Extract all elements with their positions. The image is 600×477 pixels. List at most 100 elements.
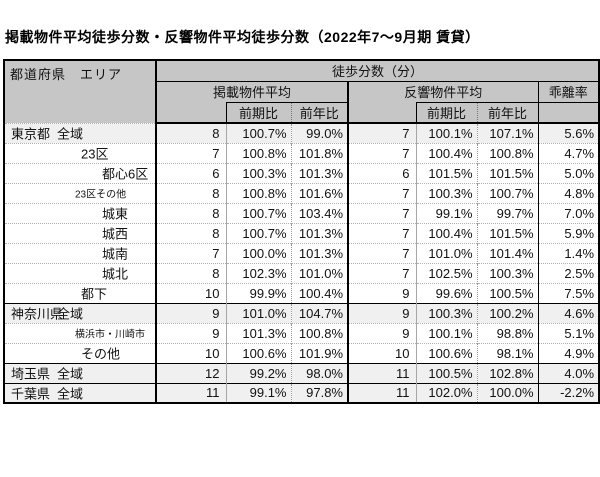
listed-prev-year-cell: 99.0% (290, 122, 348, 143)
walk-minutes-table: 都道府県 エリア 徒歩分数（分） 掲載物件平均 反響物件平均 乖離率 前期比 前… (3, 59, 600, 404)
response-prev-period-cell: 99.6% (415, 282, 477, 303)
deviation-cell: 4.7% (537, 142, 600, 163)
response-prev-year-cell: 99.7% (476, 202, 538, 223)
listed-avg-cell: 7 (155, 142, 226, 163)
table-row: 都心6区 6 100.3% 101.3% 6 101.5% 101.5% 5.0% (4, 162, 600, 183)
response-prev-year-header: 前年比 (476, 101, 538, 124)
listed-prev-year-cell: 101.3% (290, 242, 348, 263)
response-prev-period-header: 前期比 (415, 101, 477, 124)
response-prev-period-cell: 102.5% (415, 262, 477, 283)
deviation-cell: 4.8% (537, 182, 600, 203)
area-name-cell: 千葉県 全域 (4, 382, 156, 403)
deviation-rate-spacer (537, 102, 600, 124)
response-prev-year-cell: 101.5% (476, 222, 538, 243)
listed-avg-cell: 8 (155, 182, 226, 203)
listed-avg-cell: 7 (155, 242, 226, 263)
prefecture-label: 神奈川県 (11, 306, 64, 322)
response-avg-cell: 7 (347, 262, 416, 283)
area-label: 城北 (102, 266, 129, 282)
table-row: 23区その他 8 100.8% 101.6% 7 100.3% 100.7% 4.8% (4, 182, 600, 203)
table-row: 都下 10 99.9% 100.4% 9 99.6% 100.5% 7.5% (4, 282, 600, 303)
table-body: 東京都 全域 8 100.7% 99.0% 7 100.1% 107.1% 5.6% 23区 7 10… (4, 122, 600, 403)
area-name-cell: 城東 (4, 202, 156, 223)
table-row: 23区 7 100.8% 101.8% 7 100.4% 100.8% 4.7% (4, 142, 600, 163)
area-name-cell: 城北 (4, 262, 156, 283)
deviation-cell: 4.6% (537, 302, 600, 323)
deviation-cell: 4.9% (537, 342, 600, 363)
header-row-3: 前期比 前年比 前期比 前年比 (4, 101, 600, 124)
table-row: 千葉県 全域 11 99.1% 97.8% 11 102.0% 100.0% -2.2% (4, 382, 600, 403)
deviation-cell: 5.9% (537, 222, 600, 243)
listed-prev-period-cell: 100.7% (225, 222, 291, 243)
table-row: 埼玉県 全域 12 99.2% 98.0% 11 100.5% 102.8% 4.0% (4, 362, 600, 383)
deviation-cell: 7.0% (537, 202, 600, 223)
table-row: 神奈川県 全域 9 101.0% 104.7% 9 100.3% 100.2% 4.6% (4, 302, 600, 323)
response-prev-year-cell: 98.8% (476, 322, 538, 343)
listed-prev-period-cell: 99.2% (225, 362, 291, 383)
response-prev-year-cell: 101.4% (476, 242, 538, 263)
prefecture-label: 東京都 (11, 126, 51, 142)
response-avg-cell: 7 (347, 242, 416, 263)
response-prev-period-cell: 100.4% (415, 222, 477, 243)
area-name-cell: 23区その他 (4, 182, 156, 203)
response-average-spacer (347, 102, 416, 124)
response-average-header: 反響物件平均 (348, 81, 539, 102)
response-prev-year-cell: 101.5% (476, 162, 538, 183)
listed-prev-year-cell: 101.3% (290, 162, 348, 183)
listed-prev-year-cell: 101.0% (290, 262, 348, 283)
listed-avg-cell: 12 (155, 362, 226, 383)
response-prev-year-cell: 107.1% (476, 122, 538, 143)
header-row-1: 都道府県 エリア 徒歩分数（分） (4, 60, 600, 123)
area-label: 城南 (102, 246, 129, 262)
response-prev-period-cell: 100.6% (415, 342, 477, 363)
table-row: その他 10 100.6% 101.9% 10 100.6% 98.1% 4.9% (4, 342, 600, 363)
response-prev-year-cell: 100.0% (476, 382, 538, 403)
listed-prev-year-cell: 101.3% (290, 222, 348, 243)
deviation-cell: 5.1% (537, 322, 600, 343)
response-avg-cell: 7 (347, 122, 416, 143)
response-prev-period-cell: 99.1% (415, 202, 477, 223)
deviation-cell: 7.5% (537, 282, 600, 303)
listed-prev-year-cell: 100.4% (290, 282, 348, 303)
area-name-cell: 都心6区 (4, 162, 156, 183)
prefecture-label: 埼玉県 (11, 366, 51, 382)
area-name-cell: 横浜市・川崎市 (4, 322, 156, 343)
response-avg-cell: 6 (347, 162, 416, 183)
response-prev-year-cell: 100.5% (476, 282, 538, 303)
listed-prev-year-header: 前年比 (290, 101, 348, 124)
response-prev-period-cell: 100.1% (415, 122, 477, 143)
area-label: その他 (81, 346, 121, 362)
response-avg-cell: 9 (347, 282, 416, 303)
prefecture-label: 千葉県 (11, 386, 51, 402)
deviation-cell: 1.4% (537, 242, 600, 263)
area-name-cell: 東京都 全域 (4, 122, 156, 143)
response-prev-year-cell: 100.2% (476, 302, 538, 323)
area-name-cell: 都下 (4, 282, 156, 303)
area-label: 全域 (57, 386, 84, 402)
listed-prev-period-cell: 101.0% (225, 302, 291, 323)
listed-prev-year-cell: 100.8% (290, 322, 348, 343)
area-name-cell: 23区 (4, 142, 156, 163)
table-row: 東京都 全域 8 100.7% 99.0% 7 100.1% 107.1% 5.6% (4, 122, 600, 143)
listed-prev-period-cell: 100.8% (225, 182, 291, 203)
table-header: 都道府県 エリア 徒歩分数（分） 掲載物件平均 反響物件平均 乖離率 前期比 前… (4, 60, 600, 124)
table-row: 城西 8 100.7% 101.3% 7 100.4% 101.5% 5.9% (4, 222, 600, 243)
area-name-cell: 埼玉県 全域 (4, 362, 156, 383)
walk-minutes-header: 徒歩分数（分） (156, 60, 600, 82)
deviation-cell: 4.0% (537, 362, 600, 383)
response-prev-period-cell: 101.0% (415, 242, 477, 263)
listed-prev-period-header: 前期比 (225, 101, 291, 124)
listed-avg-cell: 9 (155, 302, 226, 323)
area-label: 横浜市・川崎市 (75, 329, 145, 341)
listed-prev-period-cell: 102.3% (225, 262, 291, 283)
listed-average-spacer (156, 102, 226, 124)
listed-prev-year-cell: 101.9% (290, 342, 348, 363)
response-prev-year-cell: 102.8% (476, 362, 538, 383)
listed-prev-period-cell: 99.1% (225, 382, 291, 403)
response-prev-period-cell: 102.0% (415, 382, 477, 403)
listed-avg-cell: 8 (155, 202, 226, 223)
table-row: 横浜市・川崎市 9 101.3% 100.8% 9 100.1% 98.8% 5.1% (4, 322, 600, 343)
listed-average-header: 掲載物件平均 (156, 81, 349, 102)
area-name-cell: 神奈川県 全域 (4, 302, 156, 323)
listed-prev-period-cell: 99.9% (225, 282, 291, 303)
